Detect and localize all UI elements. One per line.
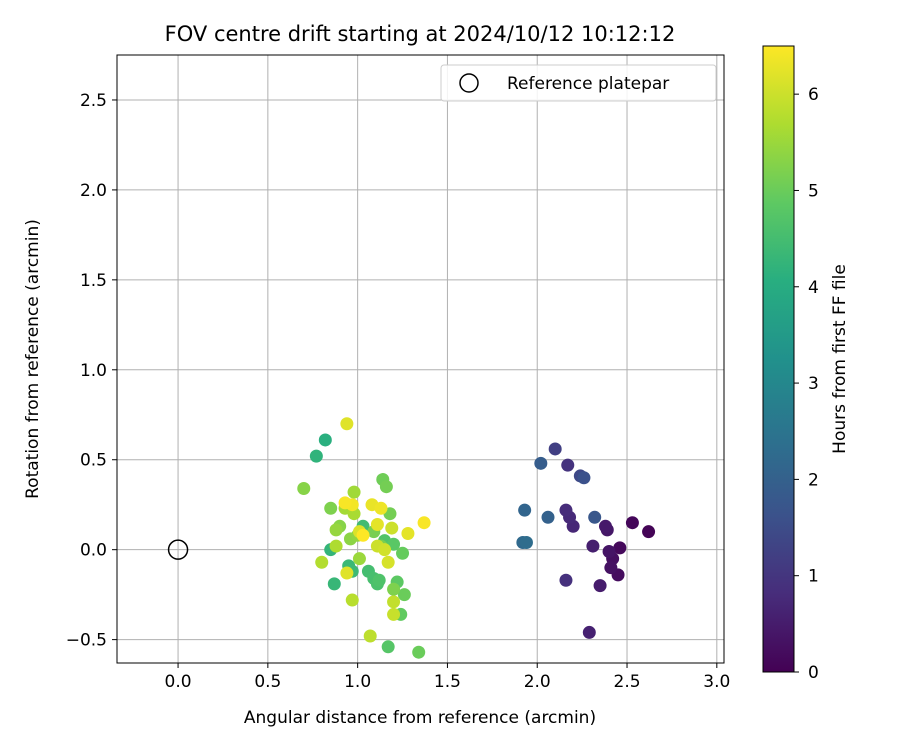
data-point [297, 482, 311, 496]
x-tick-label: 1.0 [344, 672, 371, 692]
data-point [625, 516, 639, 530]
legend-box [440, 64, 717, 102]
data-point [397, 588, 411, 602]
x-tick-label: 2.0 [524, 672, 551, 692]
data-point [345, 593, 359, 607]
data-point [593, 579, 607, 593]
data-point [604, 561, 618, 575]
data-point [588, 510, 602, 524]
colorbar-tick-label: 5 [808, 181, 819, 201]
data-point [387, 582, 401, 596]
x-tick-label: 3.0 [703, 672, 730, 692]
y-axis-ticks: −0.5 0.0 0.5 1.0 1.5 2.0 2.5 [66, 91, 117, 651]
y-tick-label: 2.5 [80, 91, 107, 111]
plot-area [117, 55, 724, 663]
colorbar-tick-label: 4 [808, 278, 819, 298]
data-point [329, 523, 343, 537]
data-point [381, 640, 395, 654]
x-tick-label: 1.5 [434, 672, 461, 692]
x-tick-label: 0.5 [254, 672, 281, 692]
x-tick-label: 0.0 [165, 672, 192, 692]
data-point [356, 528, 370, 542]
data-point [381, 555, 395, 569]
data-point [541, 510, 555, 524]
data-point [561, 458, 575, 472]
y-tick-label: 0.5 [80, 451, 107, 471]
y-tick-label: 1.0 [80, 361, 107, 381]
data-point [396, 546, 410, 560]
colorbar-ticks: 0 1 2 3 4 5 6 [794, 85, 819, 683]
legend-entry-label: Reference platepar [507, 74, 669, 94]
colorbar-tick-label: 1 [808, 567, 819, 587]
y-tick-label: 1.5 [80, 271, 107, 291]
x-tick-label: 2.5 [614, 672, 641, 692]
data-point [374, 501, 388, 515]
data-point [324, 501, 338, 515]
data-point [401, 526, 415, 540]
data-point [315, 555, 329, 569]
legend: Reference platepar [440, 64, 717, 102]
data-point [340, 417, 354, 431]
colorbar-tick-label: 3 [808, 374, 819, 394]
y-tick-label: 0.0 [80, 541, 107, 561]
colorbar-gradient [762, 45, 795, 673]
data-point [559, 573, 573, 587]
data-point [379, 480, 393, 494]
data-points [297, 417, 656, 659]
y-axis-label: Rotation from reference (arcmin) [23, 219, 43, 499]
data-point [577, 471, 591, 485]
y-tick-label: 2.0 [80, 181, 107, 201]
data-point [340, 566, 354, 580]
data-point [548, 442, 562, 456]
plot-frame [116, 54, 725, 664]
data-point [559, 503, 573, 517]
data-point [352, 552, 366, 566]
chart-title: FOV centre drift starting at 2024/10/12 … [165, 22, 676, 46]
data-point [586, 539, 600, 553]
data-point [534, 456, 548, 470]
x-axis-ticks: 0.0 0.5 1.0 1.5 2.0 2.5 3.0 [165, 663, 730, 692]
data-point [347, 485, 361, 499]
colorbar-tick-label: 6 [808, 85, 819, 105]
data-point [363, 629, 377, 643]
data-point [387, 595, 401, 609]
data-point [338, 496, 352, 510]
data-point [417, 516, 431, 530]
colorbar-tick-label: 0 [808, 663, 819, 683]
data-point [598, 519, 612, 533]
data-point [519, 535, 533, 549]
legend-marker [459, 73, 479, 93]
colorbar: 0 1 2 3 4 5 6 Hours from first FF file [762, 45, 850, 683]
reference-layer [167, 539, 189, 560]
data-point [327, 577, 341, 591]
data-point [518, 503, 532, 517]
colorbar-tick-label: 2 [808, 470, 819, 490]
data-point [318, 433, 332, 447]
reference-point-marker [167, 539, 189, 560]
data-point [370, 517, 384, 531]
colorbar-label: Hours from first FF file [830, 264, 850, 454]
data-point [613, 541, 627, 555]
data-point [372, 573, 386, 587]
data-point [378, 543, 392, 557]
data-point [582, 625, 596, 639]
data-point [387, 607, 401, 621]
y-tick-label: −0.5 [66, 631, 107, 651]
data-point [642, 525, 656, 539]
data-point [329, 539, 343, 553]
data-point [309, 449, 323, 463]
x-axis-label: Angular distance from reference (arcmin) [244, 708, 596, 728]
data-point [385, 521, 399, 535]
data-point [412, 645, 426, 659]
data-point [602, 544, 616, 558]
